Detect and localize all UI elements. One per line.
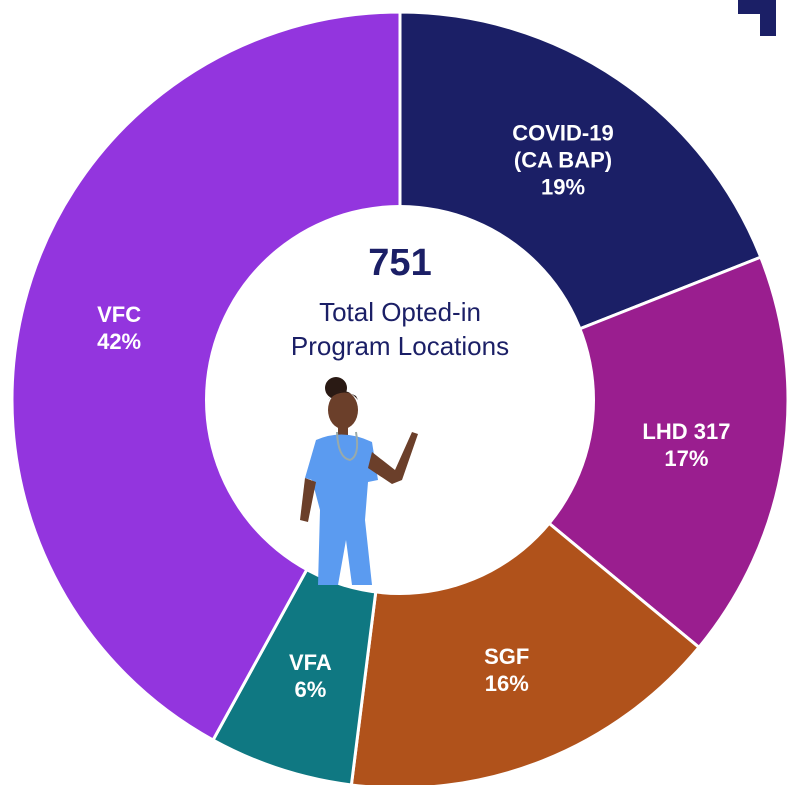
category-label: SGF — [484, 643, 530, 669]
value-label: 16% — [484, 670, 529, 696]
category-label: LHD 317 — [642, 419, 731, 445]
value-label: 42% — [97, 328, 142, 354]
category-label: VFC — [97, 301, 142, 327]
segment-label: COVID-19 (CA BAP) 19% — [498, 120, 628, 201]
center-label: Total Opted-in Program Locations — [290, 297, 510, 361]
title-fragment — [738, 0, 776, 36]
value-label: 6% — [294, 676, 327, 702]
category-label: VFA — [288, 649, 332, 675]
category-label: COVID-19 (CA BAP) — [512, 120, 614, 173]
donut-segment — [397, 255, 790, 650]
value-label: 19% — [540, 174, 586, 200]
nurse-illustration — [300, 377, 418, 585]
segment-label: LHD 317 17% — [621, 418, 751, 472]
donut-hole — [205, 205, 595, 595]
total-value: 751 — [368, 242, 432, 284]
value-label: 17% — [664, 446, 709, 472]
segment-label: VFC 42% — [54, 301, 184, 355]
segment-label: SGF 16% — [442, 643, 572, 697]
segment-label: VFA 6% — [245, 649, 375, 703]
